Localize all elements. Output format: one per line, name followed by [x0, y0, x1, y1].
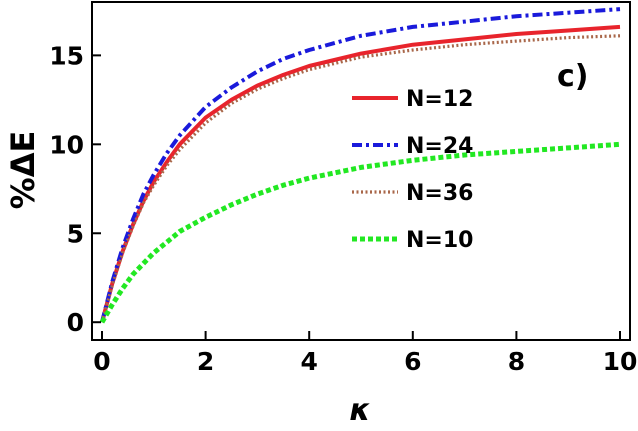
- x-axis-label: κ: [349, 393, 370, 428]
- series-line-n12: [100, 24, 621, 323]
- series-line-n10: [99, 141, 621, 324]
- y-tick-label: 15: [49, 41, 84, 70]
- x-tick-label: 0: [93, 347, 110, 376]
- x-tick-label: 8: [508, 347, 525, 376]
- x-tick-label: 10: [603, 347, 638, 376]
- x-tick-label: 4: [300, 347, 317, 376]
- y-tick-label: 0: [67, 308, 84, 337]
- legend-label: N=24: [406, 134, 473, 159]
- y-axis-label: %ΔE: [4, 131, 42, 210]
- x-tick-label: 2: [197, 347, 214, 376]
- legend-label: N=36: [406, 181, 473, 206]
- series-line-n36: [100, 34, 621, 323]
- series-layer: [99, 7, 621, 324]
- y-tick-label: 5: [67, 219, 84, 248]
- y-tick-label: 10: [49, 130, 84, 159]
- ticks-layer: 0 2 4 6 8 10 0 5 10 15: [49, 41, 637, 376]
- panel-label: c): [557, 59, 589, 94]
- legend: N=12 N=24 N=36 N=10: [352, 87, 473, 253]
- legend-label: N=10: [406, 228, 473, 253]
- series-line-n24: [100, 7, 621, 323]
- x-tick-label: 6: [404, 347, 421, 376]
- legend-label: N=12: [406, 87, 473, 112]
- plot-frame: [91, 1, 631, 341]
